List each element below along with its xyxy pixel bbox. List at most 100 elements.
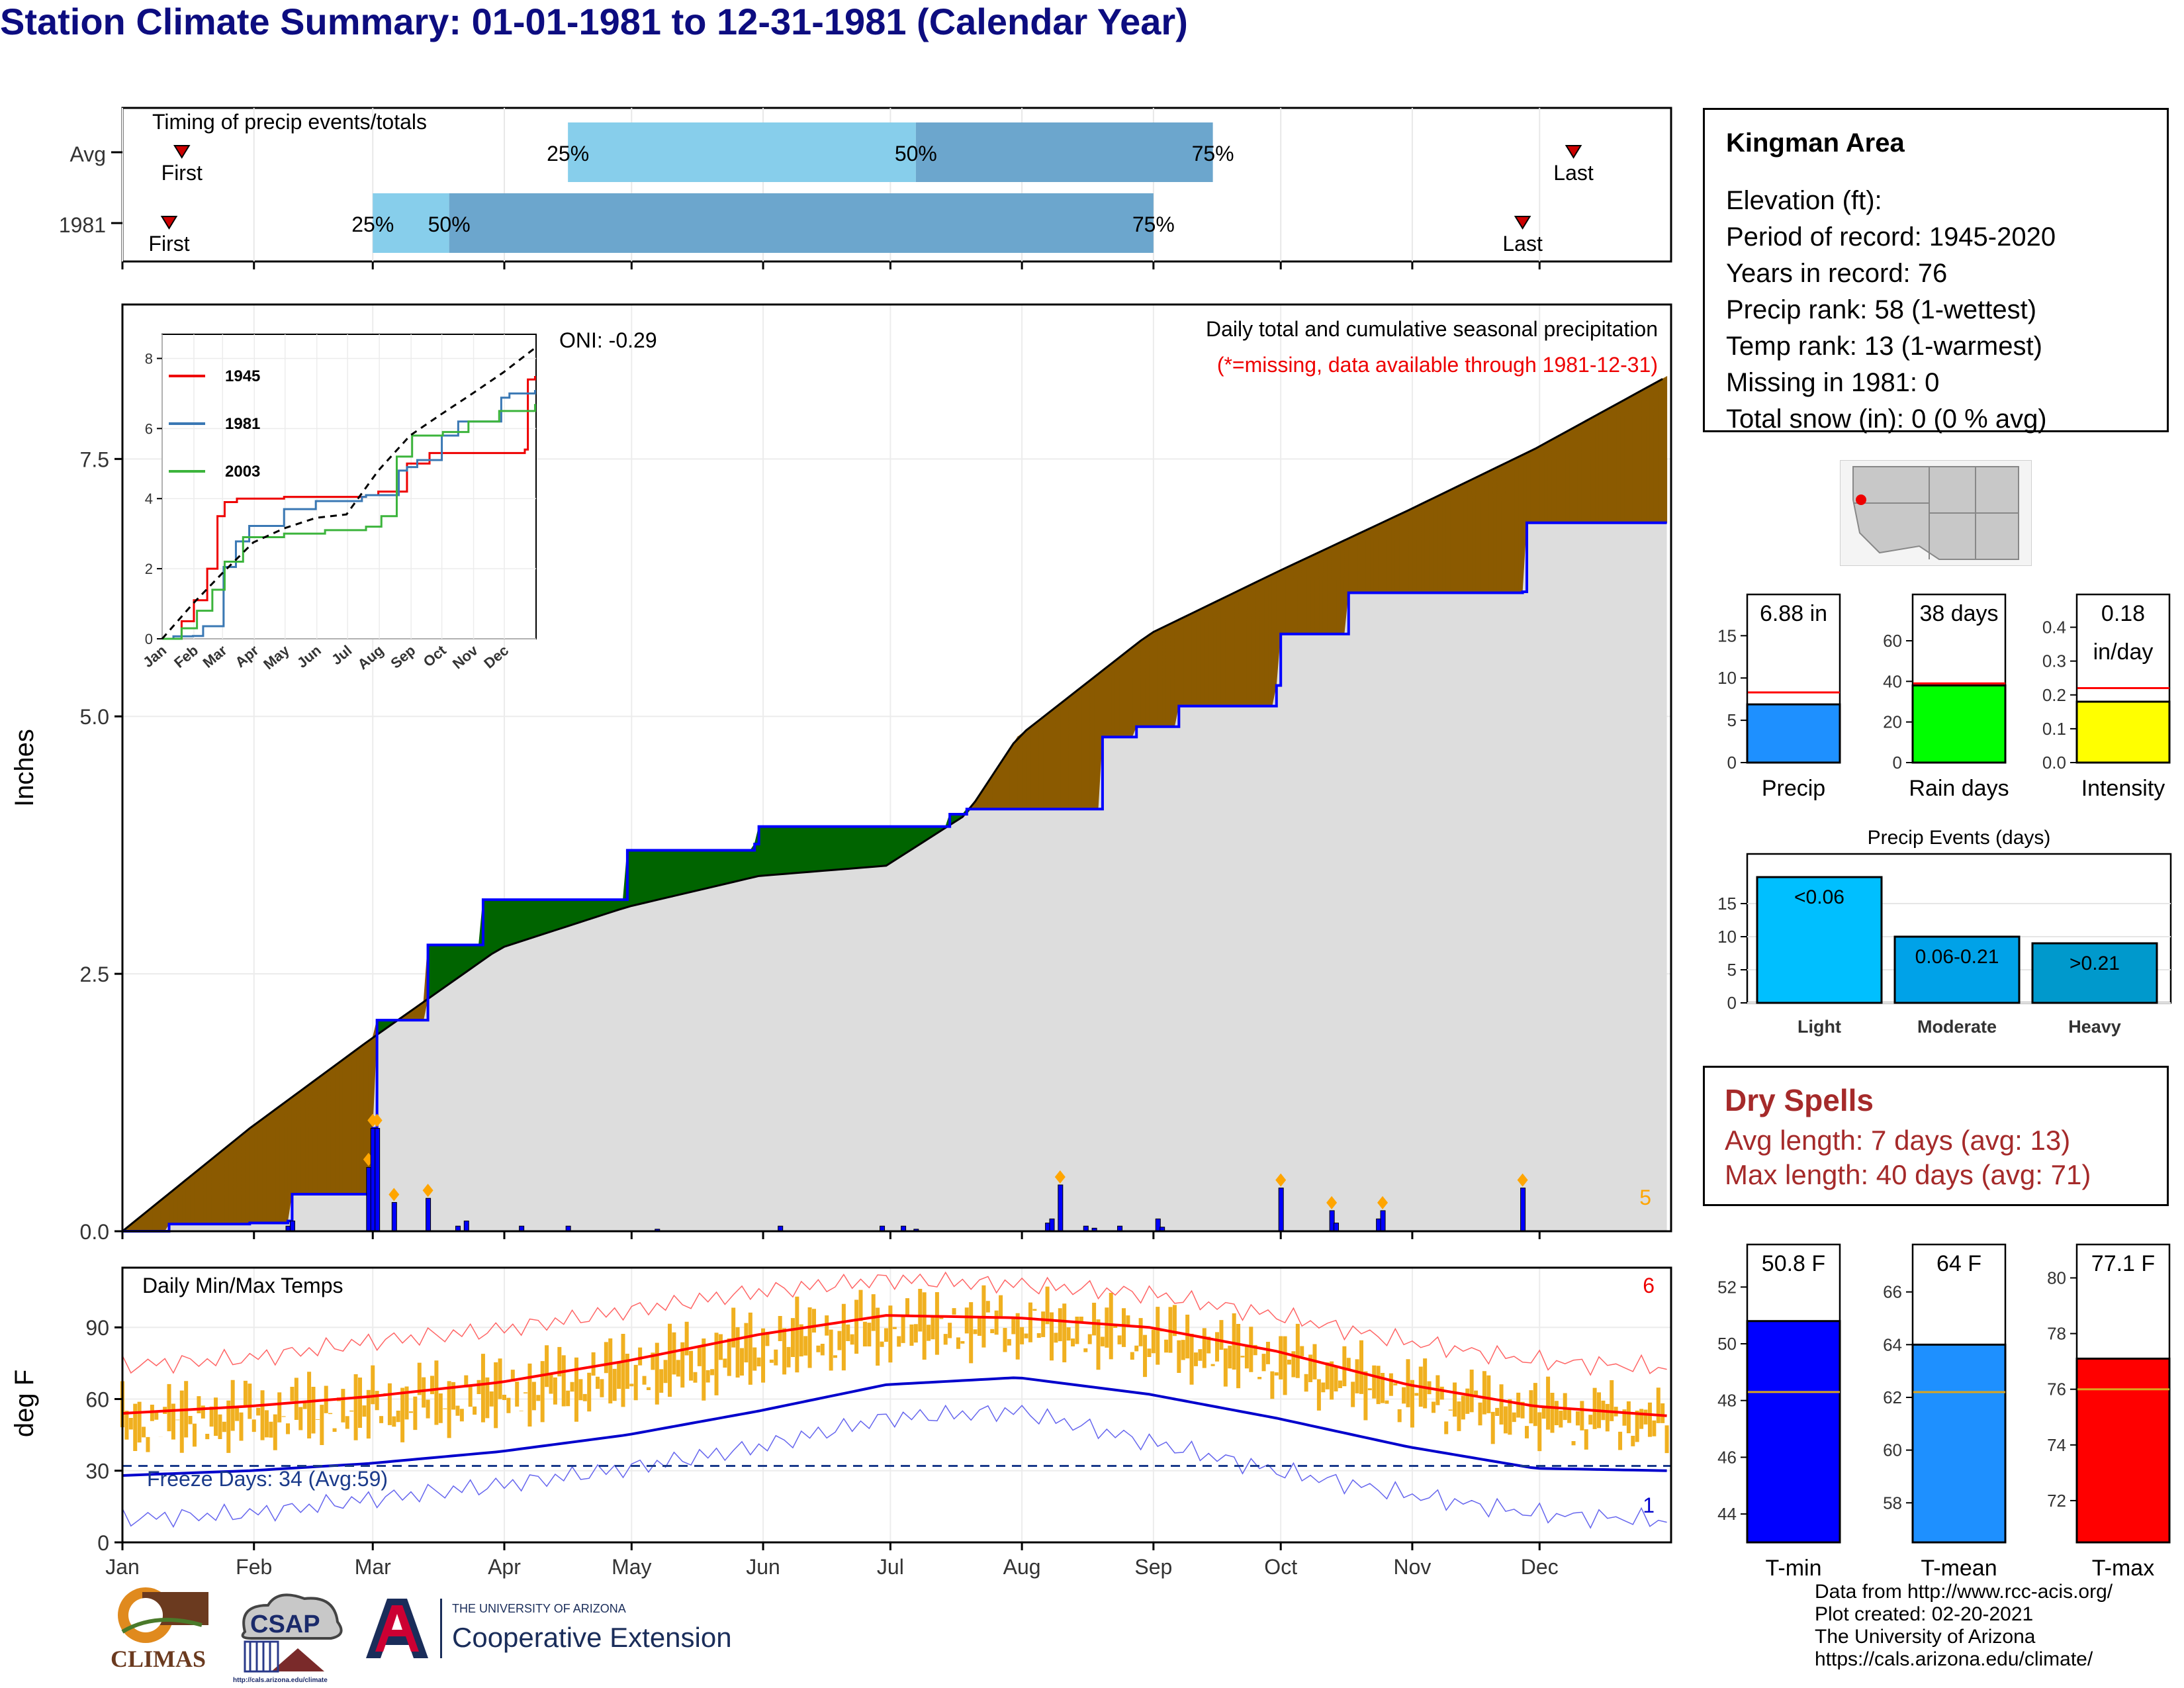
page-title: Station Climate Summary: 01-01-1981 to 1…: [0, 1, 1188, 42]
timing-bar-25-50: [373, 193, 449, 253]
x-tick-label: Jun: [746, 1555, 780, 1579]
y-tick-label: 40: [1883, 671, 1902, 691]
csap-url: http://cals.arizona.edu/climate: [233, 1677, 328, 1684]
event-bar-label: >0.21: [2070, 953, 2120, 974]
event-category-label: Moderate: [1917, 1017, 1997, 1037]
y-tick-label: 90: [85, 1316, 109, 1340]
stat-category-label: Precip: [1762, 776, 1825, 801]
daily-precip-bar: [463, 1220, 469, 1232]
inset-legend-label: 1981: [225, 415, 260, 433]
daily-precip-bar: [289, 1220, 295, 1232]
daily-precip-bar: [375, 1127, 381, 1232]
y-tick-label: 46: [1717, 1447, 1737, 1467]
extension-name: Cooperative Extension: [452, 1622, 732, 1653]
y-tick-label: 5: [1727, 710, 1737, 730]
record-min-line: [122, 1404, 1667, 1529]
x-tick-label: Nov: [1393, 1555, 1431, 1579]
daily-precip-bar: [1334, 1223, 1340, 1232]
precip-caption-missing: (*=missing, data available through 1981-…: [1217, 353, 1658, 377]
y-tick-label: 0: [1893, 753, 1902, 773]
y-tick-label: 80: [2047, 1268, 2066, 1288]
timing-row-label: Avg: [69, 142, 106, 166]
precip-frame: [121, 303, 1672, 1233]
location-map: [1840, 460, 2032, 566]
university-name: THE UNIVERSITY OF ARIZONA: [452, 1602, 626, 1615]
daily-precip-bar: [426, 1197, 432, 1232]
x-tick-label: Dec: [1521, 1555, 1559, 1579]
average-min-line: [122, 1376, 1667, 1477]
station-details: Elevation (ft): Period of record: 1945-20…: [1726, 183, 2056, 438]
precip-stats-bars: 6.88 in 0 5 10 15 Precip 38 days 0 20 40 60 Rain da…: [1717, 593, 2171, 801]
x-tick-label: Sep: [1134, 1555, 1172, 1579]
dry-spells-avg: Avg length: 7 days (avg: 13): [1725, 1125, 2071, 1156]
y-tick-label: 0: [1727, 993, 1737, 1013]
timing-marker: [1514, 216, 1531, 230]
y-tick-label: 0.1: [2042, 719, 2066, 739]
y-tick-label: 44: [1717, 1504, 1737, 1524]
inset-legend-label: 2003: [225, 463, 260, 481]
stat-bar: [1746, 703, 1841, 764]
precip-events-chart: Precip Events (days) 0 5 10 15 <0.06 Light 0.06…: [1717, 827, 2172, 1037]
credit-line: The University of Arizona: [1815, 1626, 2036, 1648]
station-location-marker: [1856, 494, 1866, 505]
timing-marker-label: Last: [1502, 232, 1543, 256]
stat-value-label: 77.1 F: [2091, 1251, 2155, 1276]
x-tick-label: Jan: [105, 1555, 140, 1579]
y-tick-label: 0.3: [2042, 651, 2066, 671]
stat-bar: [1911, 684, 2007, 764]
stat-value-label: 38 days: [1919, 601, 1998, 626]
event-bar-label: 0.06-0.21: [1915, 946, 1999, 968]
y-tick-label: 0.2: [2042, 685, 2066, 705]
x-tick-label: Feb: [236, 1555, 272, 1579]
y-tick-label: 64: [1883, 1335, 1902, 1354]
timing-pct-label: 75%: [1192, 142, 1234, 165]
daily-precip-bar: [1380, 1210, 1386, 1232]
stat-category-label: T-max: [2092, 1556, 2154, 1581]
heavy-event-marker: [371, 1113, 383, 1127]
csap-wordmark: CSAP: [250, 1611, 320, 1638]
timing-marker-label: First: [161, 161, 203, 185]
timing-title: Timing of precip events/totals: [152, 110, 427, 134]
x-tick-label: May: [612, 1555, 651, 1579]
timing-bar-50-75: [915, 122, 1213, 182]
timing-chart: Timing of precip events/totals Avg 25% 50% 7…: [59, 107, 1672, 269]
stat-category-label: T-mean: [1921, 1556, 1997, 1581]
csap-logo: CSAP http://cals.arizona.edu/climate: [232, 1585, 351, 1685]
daily-precip-bar: [1058, 1184, 1064, 1232]
inset-y-tick: 2: [145, 561, 153, 577]
event-count-label: 5: [1639, 1186, 1651, 1209]
y-tick-label: 30: [85, 1460, 109, 1483]
dry-spells-max: Max length: 40 days (avg: 71): [1725, 1159, 2091, 1190]
daily-precip-bar: [1049, 1218, 1055, 1232]
record-high-count: 6: [1643, 1274, 1655, 1297]
record-max-line: [122, 1271, 1667, 1376]
timing-marker: [173, 145, 191, 159]
y-tick-label: 48: [1717, 1391, 1737, 1411]
y-tick-label: 15: [1717, 894, 1737, 914]
y-tick-label: 0.4: [2042, 618, 2066, 637]
freeze-days-label: Freeze Days: 34 (Avg:59): [147, 1467, 388, 1491]
event-category-label: Heavy: [2068, 1017, 2121, 1037]
inset-y-tick: 4: [145, 491, 153, 507]
event-bar-label: <0.06: [1794, 886, 1844, 908]
stat-value-label: 0.18: [2101, 601, 2145, 626]
station-info-panel: Kingman Area Elevation (ft): Period of re…: [1703, 108, 2169, 434]
heavy-event-marker: [388, 1188, 400, 1201]
timing-marker-label: First: [148, 232, 189, 256]
y-tick-label: 72: [2047, 1491, 2066, 1511]
timing-marker: [1565, 145, 1582, 159]
stat-bar: [2075, 700, 2171, 764]
x-tick-label: Apr: [488, 1555, 521, 1579]
credit-line: Plot created: 02-20-2021: [1815, 1603, 2034, 1625]
y-tick-label: 60: [85, 1387, 109, 1411]
timing-row-label: 1981: [59, 213, 106, 237]
timing-pct-label: 25%: [547, 142, 589, 165]
y-tick-label: 0.0: [80, 1220, 109, 1244]
station-detail-line: Missing in 1981: 0: [1726, 368, 1940, 397]
station-detail-line: Temp rank: 13 (1-warmest): [1726, 332, 2042, 361]
precip-caption: Daily total and cumulative seasonal prec…: [1206, 317, 1658, 341]
dry-spells-title: Dry Spells: [1725, 1083, 1874, 1117]
station-name: Kingman Area: [1726, 128, 1905, 158]
station-detail-line: Period of record: 1945-2020: [1726, 222, 2056, 252]
y-tick-label: 78: [2047, 1324, 2066, 1344]
